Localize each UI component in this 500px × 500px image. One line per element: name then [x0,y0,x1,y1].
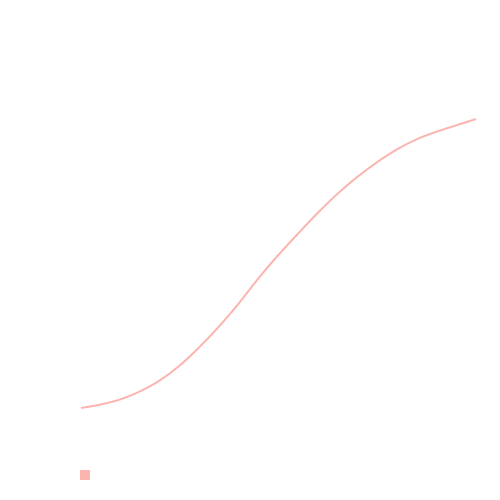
series-line-0 [80,118,477,409]
legend [80,470,96,480]
plot-area [80,118,477,409]
legend-swatch [80,470,90,480]
